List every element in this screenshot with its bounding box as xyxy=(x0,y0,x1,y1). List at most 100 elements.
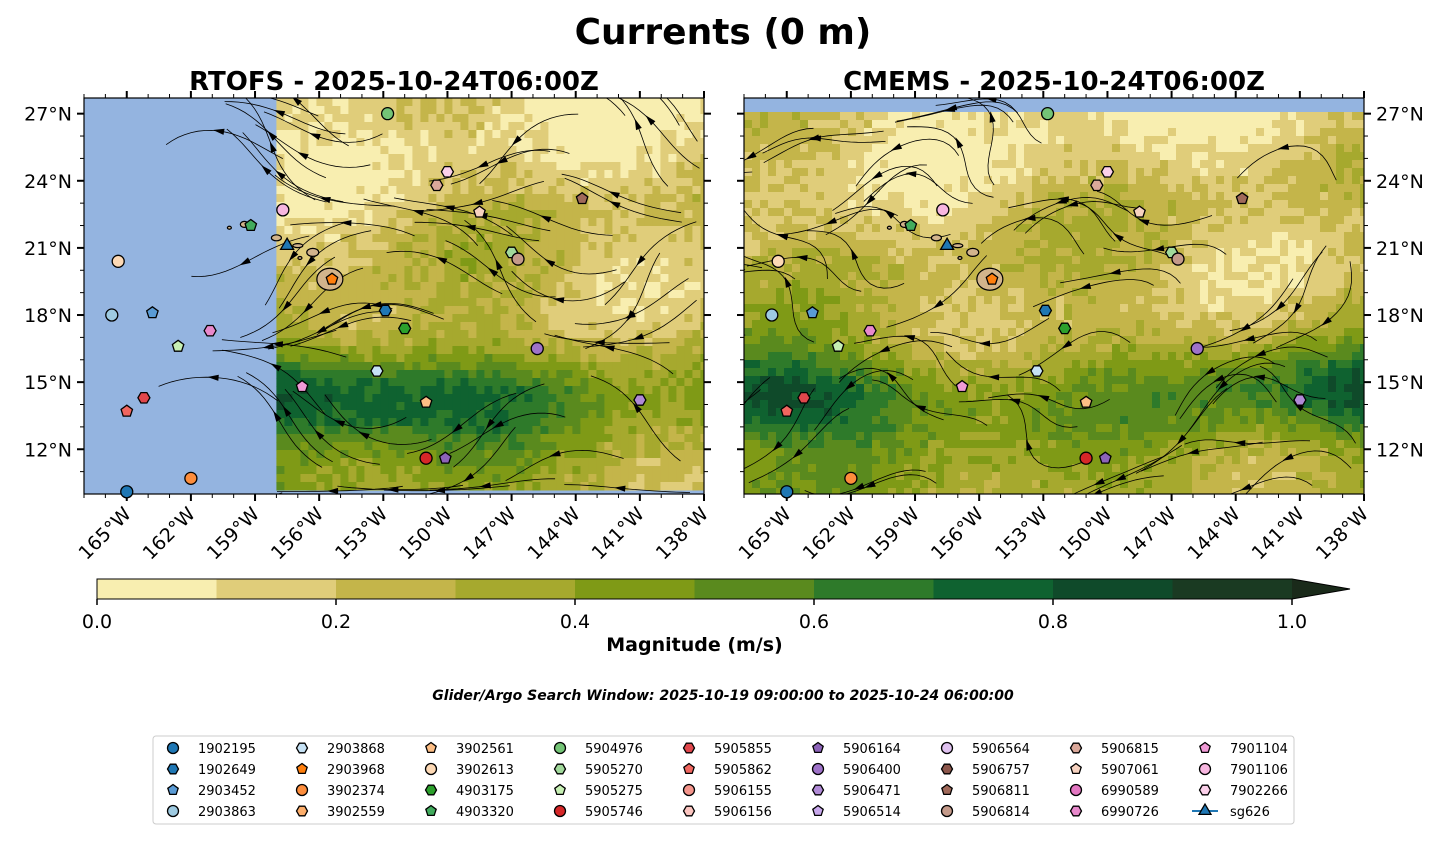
legend-label: 5905275 xyxy=(585,784,643,799)
float-marker-3902374 xyxy=(844,471,858,485)
legend-label: 3902561 xyxy=(456,742,514,757)
legend-marker-5906815 xyxy=(1069,742,1083,754)
legend-label: 7902266 xyxy=(1230,784,1288,799)
lat-tick-label: 21°N xyxy=(1376,238,1424,260)
float-marker-5906400 xyxy=(1190,341,1204,356)
legend-marker-2903868 xyxy=(295,742,309,754)
float-marker-sg626 xyxy=(279,236,295,251)
search-window-text: Glider/Argo Search Window: 2025-10-19 09… xyxy=(432,688,1014,704)
legend-label: 7901106 xyxy=(1230,763,1288,778)
lon-tick-label: 165°W xyxy=(74,503,135,564)
float-marker-6990726 xyxy=(863,324,877,337)
legend: 1902195 1902649 2903452 2903863 2903868 29039… xyxy=(152,735,1295,825)
lat-tick-label: 24°N xyxy=(1376,171,1424,193)
colorbar-segment xyxy=(575,579,695,599)
colorbar-tick-label: 1.0 xyxy=(1277,611,1307,633)
legend-label: 2903868 xyxy=(327,742,385,757)
float-marker-5904976 xyxy=(380,107,395,121)
float-marker-5907061 xyxy=(1133,205,1146,218)
float-marker-5906814 xyxy=(511,252,525,266)
legend-label: 5905270 xyxy=(585,763,643,778)
legend-marker-3902559 xyxy=(295,805,309,817)
legend-marker-3902561 xyxy=(425,741,437,754)
panel-title: CMEMS - 2025-10-24T06:00Z xyxy=(843,67,1265,97)
lon-tick-label: 141°W xyxy=(1248,503,1309,564)
float-marker-7902266 xyxy=(440,165,455,178)
legend-marker-5906814 xyxy=(940,804,954,818)
legend-marker-5906757 xyxy=(940,763,954,775)
legend-label: sg626 xyxy=(1230,805,1270,820)
legend-label: 2903863 xyxy=(198,805,256,820)
float-marker-5906471 xyxy=(633,394,647,406)
legend-label: 5906514 xyxy=(843,805,901,820)
legend-marker-5907061 xyxy=(1070,762,1082,775)
lon-tick-label: 159°W xyxy=(203,503,264,564)
float-marker-5906814 xyxy=(1171,252,1185,266)
float-marker-5906811 xyxy=(1235,191,1249,205)
lat-tick-label: 12°N xyxy=(1376,439,1424,461)
legend-marker-1902649 xyxy=(166,763,180,775)
float-marker-2903868 xyxy=(1030,365,1044,377)
legend-label: 6990589 xyxy=(1101,784,1159,799)
legend-label: 3902374 xyxy=(327,784,385,799)
colorbar-segment xyxy=(216,579,337,599)
float-marker-5904976 xyxy=(1040,107,1055,121)
lon-tick-label: 144°W xyxy=(1183,503,1244,564)
legend-label: 3902613 xyxy=(456,763,514,778)
lat-tick-label: 27°N xyxy=(24,104,72,126)
float-marker-4903175 xyxy=(1057,322,1072,335)
colorbar-segment xyxy=(455,579,576,599)
lat-tick-label: 15°N xyxy=(24,372,72,394)
float-marker-2903868 xyxy=(370,365,384,377)
legend-label: 5907061 xyxy=(1101,763,1159,778)
streamlines xyxy=(158,98,700,494)
float-marker-2903863 xyxy=(105,308,119,322)
legend-marker-1902195 xyxy=(166,741,180,755)
lon-tick-label: 162°W xyxy=(799,503,860,564)
legend-marker-7902266 xyxy=(1198,784,1212,796)
lon-tick-label: 153°W xyxy=(991,503,1052,564)
colorbar-tick-label: 0.8 xyxy=(1038,611,1068,633)
lat-tick-label: 21°N xyxy=(24,238,72,260)
lon-tick-label: 150°W xyxy=(1055,503,1116,564)
legend-marker-sg626 xyxy=(1197,802,1213,816)
float-marker-2903863 xyxy=(765,308,779,322)
legend-label: 4903320 xyxy=(456,805,514,820)
float-marker-5906811 xyxy=(575,191,589,205)
legend-label: 5905862 xyxy=(714,763,772,778)
lat-tick-label: 24°N xyxy=(24,171,72,193)
colorbar-tick-label: 0.4 xyxy=(560,611,590,633)
panel-rtofs: 165°W 162°W 159°W 156°W 153°W 150°W 147°W 144°W… xyxy=(24,67,713,564)
lon-tick-label: 156°W xyxy=(267,503,328,564)
legend-marker-5904976 xyxy=(553,741,567,755)
legend-marker-5905275 xyxy=(554,783,566,796)
float-marker-3902374 xyxy=(184,471,198,485)
legend-label: 4903175 xyxy=(456,784,514,799)
float-marker-4903175 xyxy=(397,322,412,335)
float-marker-5906400 xyxy=(530,341,544,356)
float-marker-2903452 xyxy=(145,305,159,319)
legend-marker-5905862 xyxy=(683,762,695,775)
float-marker-4903320 xyxy=(244,218,258,232)
legend-label: 5906814 xyxy=(972,805,1030,820)
lon-tick-label: 144°W xyxy=(523,503,584,564)
legend-marker-3902374 xyxy=(295,783,309,797)
legend-label: 5906811 xyxy=(972,784,1030,799)
float-markers xyxy=(765,107,1307,499)
lat-tick-label: 12°N xyxy=(24,439,72,461)
axis-ticks xyxy=(737,91,1371,501)
legend-marker-6990726 xyxy=(1069,805,1083,817)
legend-marker-5905855 xyxy=(682,742,696,754)
float-marker-7901104 xyxy=(955,379,969,393)
legend-marker-5905746 xyxy=(553,804,567,818)
colorbar: 0.0 0.2 0.4 0.6 0.8 1.0 Magnitude (m/s) xyxy=(82,578,1351,656)
float-marker-5906815 xyxy=(430,179,444,192)
legend-label: 5906156 xyxy=(714,805,772,820)
legend-marker-4903175 xyxy=(424,784,438,796)
legend-marker-7901106 xyxy=(1198,762,1212,776)
colorbar-extend-arrow xyxy=(1292,579,1350,599)
float-marker-7901106 xyxy=(276,203,290,217)
lon-tick-label: 159°W xyxy=(863,503,924,564)
float-marker-1902195 xyxy=(780,485,794,499)
legend-label: 2903968 xyxy=(327,763,385,778)
